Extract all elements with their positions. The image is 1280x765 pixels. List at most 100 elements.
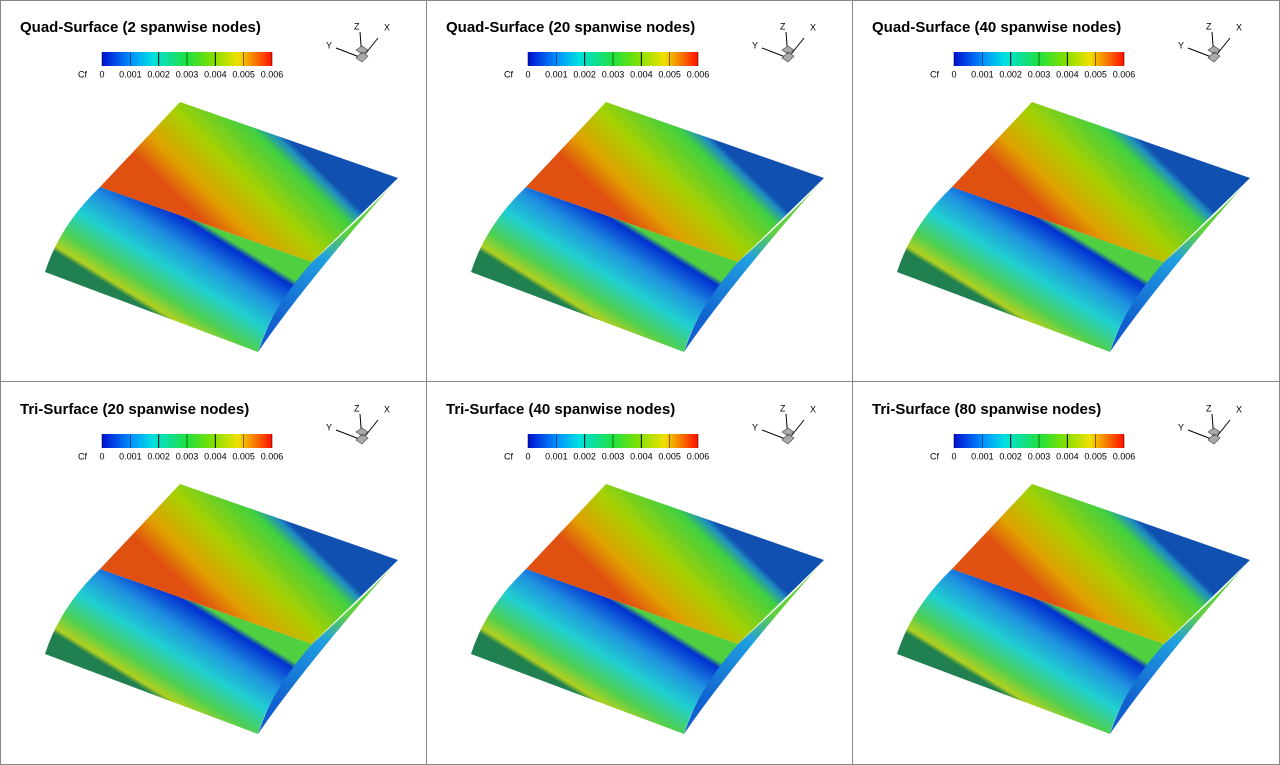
colorbar-tick-label: 0 (99, 451, 104, 461)
colorbar-tick-label: 0 (525, 69, 530, 79)
colorbar-tick-label: 0.003 (602, 69, 625, 79)
panel-title: Tri-Surface (40 spanwise nodes) (446, 401, 675, 418)
colorbar-tick-label: 0.001 (545, 451, 568, 461)
colorbar-tick-label: 0.004 (204, 69, 227, 79)
axis-label: X (384, 22, 390, 32)
colorbar-tick-label: 0 (951, 69, 956, 79)
wing-upper-surface (526, 484, 824, 644)
colorbar-label: Cf (504, 451, 513, 461)
panel-title: Quad-Surface (40 spanwise nodes) (872, 19, 1121, 36)
axis-label: Z (354, 21, 360, 31)
wing-lower-surface (45, 187, 312, 352)
colorbar-tick-label: 0.003 (176, 69, 199, 79)
colorbar-tick-label: 0.002 (573, 69, 596, 79)
triad-cube (1207, 45, 1221, 63)
colorbar-tick-label: 0.001 (119, 451, 142, 461)
colorbar-label: Cf (78, 69, 87, 79)
wing-lower-surface (45, 569, 312, 734)
axis-label: X (810, 404, 816, 414)
panel: Tri-Surface (40 spanwise nodes) Cf 0 0.001 0… (446, 401, 824, 734)
wing-lower-surface (471, 187, 738, 352)
colorbar-tick-label: 0.003 (602, 451, 625, 461)
colorbar-tick-label: 0.002 (147, 451, 170, 461)
panel: Quad-Surface (40 spanwise nodes) Cf 0 0.001… (872, 19, 1250, 352)
panel: Quad-Surface (2 spanwise nodes) Cf 0 0.001 0… (20, 19, 398, 352)
colorbar-tick-label: 0 (951, 451, 956, 461)
triad-cube (781, 427, 795, 445)
colorbar-tick-label: 0.002 (573, 451, 596, 461)
colorbar-tick-label: 0.004 (1056, 451, 1079, 461)
panel-title: Tri-Surface (20 spanwise nodes) (20, 401, 249, 418)
colorbar-tick-label: 0.006 (1113, 69, 1136, 79)
axis-label: X (384, 404, 390, 414)
wing-upper-surface (952, 484, 1250, 644)
axis-label: Z (354, 403, 360, 413)
wing-upper-surface (100, 484, 398, 644)
axis-label: Z (780, 403, 786, 413)
triad (761, 413, 805, 441)
colorbar-tick-label: 0.002 (999, 451, 1022, 461)
colorbar-tick-label: 0.003 (1028, 69, 1051, 79)
wing-lower-surface (471, 569, 738, 734)
colorbar-tick-label: 0.003 (176, 451, 199, 461)
axis-label: Y (752, 40, 758, 50)
colorbar-tick-label: 0.004 (1056, 69, 1079, 79)
colorbar-tick-label: 0.001 (971, 451, 994, 461)
axis-label: X (1236, 22, 1242, 32)
axis-label: Y (326, 422, 332, 432)
wing-upper-surface (952, 102, 1250, 262)
axis-label: X (1236, 404, 1242, 414)
colorbar-tick-label: 0.002 (147, 69, 170, 79)
triad (761, 31, 805, 59)
colorbar-tick-label: 0.001 (545, 69, 568, 79)
colorbar-tick-label: 0.004 (630, 69, 653, 79)
wing-upper-surface (526, 102, 824, 262)
colorbar-tick-label: 0.005 (1084, 69, 1107, 79)
colorbar-label: Cf (930, 451, 939, 461)
colorbar-tick-label: 0.001 (119, 69, 142, 79)
triad-cube (355, 427, 369, 445)
colorbar-tick-label: 0.001 (971, 69, 994, 79)
colorbar-tick-label: 0.003 (1028, 451, 1051, 461)
axis-label: Y (1178, 40, 1184, 50)
colorbar-tick-label: 0.006 (687, 451, 710, 461)
axis-label: Y (1178, 422, 1184, 432)
colorbar-tick-label: 0.006 (1113, 451, 1136, 461)
colorbar-tick-label: 0 (525, 451, 530, 461)
triad-cube (355, 45, 369, 63)
triad-cube (1207, 427, 1221, 445)
colorbar-tick-label: 0.004 (204, 451, 227, 461)
colorbar-tick-label: 0.006 (261, 69, 284, 79)
colorbar-tick-label: 0.006 (261, 451, 284, 461)
panel-title: Tri-Surface (80 spanwise nodes) (872, 401, 1101, 418)
panel: Tri-Surface (20 spanwise nodes) Cf 0 0.001 0… (20, 401, 398, 734)
axis-label: Y (326, 40, 332, 50)
colorbar-tick-label: 0.005 (1084, 451, 1107, 461)
colorbar-label: Cf (930, 69, 939, 79)
axis-label: Y (752, 422, 758, 432)
axis-label: Z (1206, 21, 1212, 31)
triad (335, 31, 379, 59)
triad (1187, 31, 1231, 59)
colorbar-tick-label: 0.004 (630, 451, 653, 461)
panel-title: Quad-Surface (2 spanwise nodes) (20, 19, 261, 36)
colorbar-label: Cf (78, 451, 87, 461)
triad-cube (781, 45, 795, 63)
colorbar-tick-label: 0.005 (658, 451, 681, 461)
colorbar-tick-label: 0.002 (999, 69, 1022, 79)
triad (335, 413, 379, 441)
triad (1187, 413, 1231, 441)
wing-upper-surface (100, 102, 398, 262)
colorbar-tick-label: 0.006 (687, 69, 710, 79)
panel-title: Quad-Surface (20 spanwise nodes) (446, 19, 695, 36)
panel: Tri-Surface (80 spanwise nodes) Cf 0 0.001 0… (872, 401, 1250, 734)
colorbar-tick-label: 0.005 (232, 69, 255, 79)
colorbar-tick-label: 0 (99, 69, 104, 79)
colorbar-tick-label: 0.005 (232, 451, 255, 461)
axis-label: X (810, 22, 816, 32)
wing-lower-surface (897, 569, 1164, 734)
colorbar-label: Cf (504, 69, 513, 79)
wing-lower-surface (897, 187, 1164, 352)
panel: Quad-Surface (20 spanwise nodes) Cf 0 0.001… (446, 19, 824, 352)
